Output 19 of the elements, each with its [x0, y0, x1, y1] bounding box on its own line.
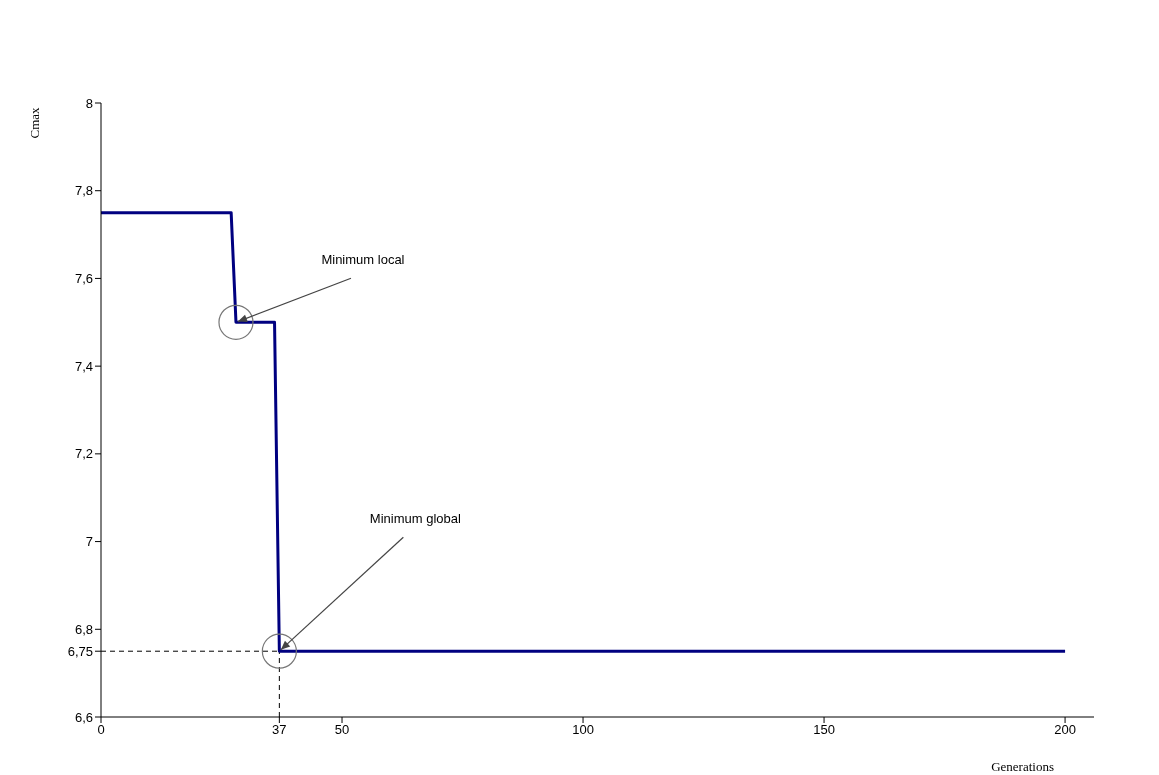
y-tick-label: 7,4	[74, 358, 93, 374]
annotation: Minimum global	[369, 511, 461, 527]
x-tick-label: 200	[1054, 722, 1076, 738]
y-tick-label: 6,75	[67, 643, 93, 659]
y-tick-label: 7,6	[74, 271, 93, 287]
y-tick-label: 7,2	[74, 446, 93, 462]
y-tick-label: 6,6	[74, 709, 93, 725]
y-tick-label: 7	[85, 534, 93, 550]
x-tick-label: 50	[334, 722, 350, 738]
x-tick-label: 150	[813, 722, 835, 738]
y-axis-title: Cmax	[27, 106, 42, 139]
x-tick-label: 100	[572, 722, 594, 738]
y-tick-label: 8	[85, 95, 93, 111]
y-tick-label: 7,8	[74, 183, 93, 199]
annotation: Minimum local	[321, 252, 405, 268]
y-tick-label: 6,8	[74, 621, 93, 637]
x-tick-label: 0	[97, 722, 105, 738]
x-axis-title: Generations	[991, 759, 1054, 774]
x-tick-label: 37	[272, 722, 287, 738]
